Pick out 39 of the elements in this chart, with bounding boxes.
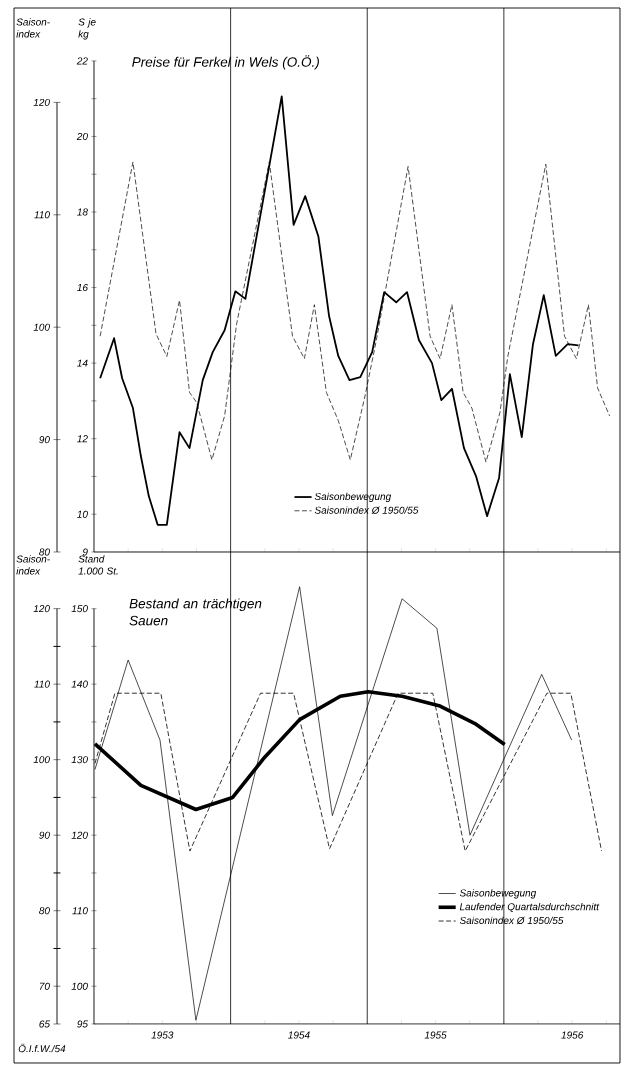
y2-tick-label: 22 [76,57,88,65]
y2-tick-label: 12 [77,435,88,443]
y2-tick-label: 120 [71,831,88,839]
x-tick-label: 1954 [288,1031,310,1039]
legend-label: Saisonindex Ø 1950/55 [459,916,564,925]
y-tick-label: 90 [39,831,50,839]
y-tick-label: 120 [33,605,50,613]
y2-tick-label: 110 [72,907,88,915]
y2-tick-label: 9 [82,548,88,556]
y2-tick-label: 18 [77,208,88,216]
text: Ö.I.f.W./54 [18,1043,66,1053]
y-tick-label: 120 [33,98,50,106]
y-tick-label: 90 [39,436,50,444]
y2-tick-label: 130 [71,756,88,764]
y-tick-label: 65 [39,1020,50,1028]
y2-tick-label: 140 [71,680,88,688]
y2-tick-label: 14 [77,359,88,367]
y2-tick-label: 20 [76,132,88,140]
y2-tick-label: 16 [77,284,88,292]
y2-tick-label: 150 [71,605,88,613]
y-axis-title: Saison- index [16,555,50,575]
legend-label: Saisonbewegung [459,889,537,899]
y2-tick-label: 95 [77,1020,88,1028]
y-tick-label: 110 [34,680,50,688]
legend-label: Laufender Quartalsdurchschnitt [459,902,600,913]
y-tick-label: 110 [34,211,50,219]
y-tick-label: 70 [39,982,50,990]
x-tick-label: 1955 [424,1031,447,1039]
y2-tick-label: 100 [71,982,88,990]
y-tick-label: 80 [39,907,50,915]
y-tick-label: 80 [39,548,50,556]
y2-axis-title: S je kg [78,18,96,40]
x-tick-label: 1953 [151,1031,174,1039]
y2-axis-title: Stand 1.000 St. [78,555,118,575]
y-tick-label: 100 [33,323,50,331]
y-tick-label: 100 [33,756,50,764]
x-tick-label: 1956 [561,1031,584,1039]
y2-tick-label: 10 [77,510,88,518]
y-axis-title: Saison- index [16,18,50,38]
